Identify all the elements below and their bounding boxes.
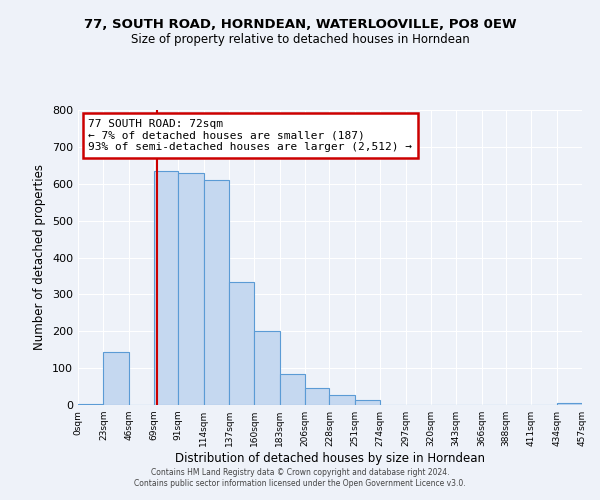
Bar <box>204 180 229 405</box>
Text: Contains HM Land Registry data © Crown copyright and database right 2024.
Contai: Contains HM Land Registry data © Crown c… <box>134 468 466 487</box>
Bar <box>229 282 254 405</box>
Bar <box>254 331 280 405</box>
Bar <box>557 403 582 405</box>
Bar <box>103 352 129 405</box>
Bar <box>305 388 329 405</box>
Bar <box>355 400 380 405</box>
Bar <box>78 404 103 405</box>
Bar <box>329 395 355 405</box>
Text: Size of property relative to detached houses in Horndean: Size of property relative to detached ho… <box>131 32 469 46</box>
Bar <box>280 374 305 405</box>
Text: 77, SOUTH ROAD, HORNDEAN, WATERLOOVILLE, PO8 0EW: 77, SOUTH ROAD, HORNDEAN, WATERLOOVILLE,… <box>83 18 517 30</box>
Bar <box>178 172 204 405</box>
X-axis label: Distribution of detached houses by size in Horndean: Distribution of detached houses by size … <box>175 452 485 465</box>
Text: 77 SOUTH ROAD: 72sqm
← 7% of detached houses are smaller (187)
93% of semi-detac: 77 SOUTH ROAD: 72sqm ← 7% of detached ho… <box>88 119 412 152</box>
Bar <box>154 171 178 405</box>
Y-axis label: Number of detached properties: Number of detached properties <box>34 164 46 350</box>
